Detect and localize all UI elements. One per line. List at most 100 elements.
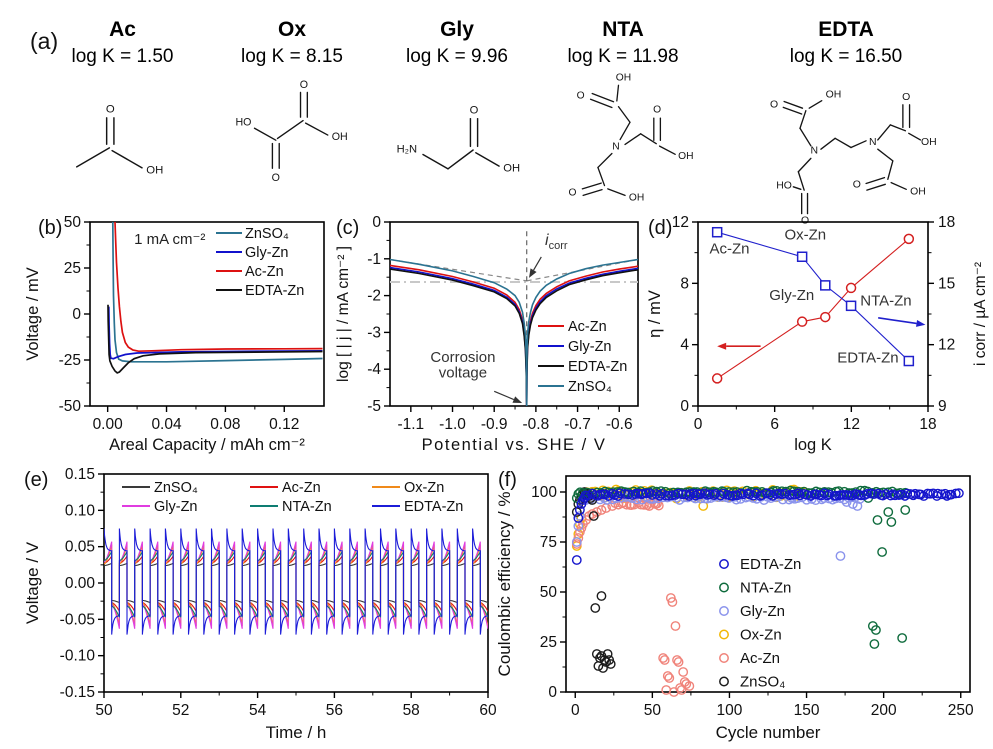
atom-label: O — [770, 99, 778, 110]
ac-structure-drawing: O OH — [75, 103, 163, 176]
svg-text:Voltage / V: Voltage / V — [23, 541, 42, 624]
coulombic-efficiency-plot: (f) 0 50 100 150 200 250 0 25 50 75 100 Cycle number… — [495, 469, 974, 742]
svg-text:log [ | j | / mA cm⁻² ]: log [ | j | / mA cm⁻² ] — [335, 246, 352, 382]
voltage-capacity-plot: (b) 0.00 0.04 0.08 0.12 -50 -25 0 25 50 Areal Capa… — [24, 214, 325, 454]
svg-text:8: 8 — [680, 275, 689, 292]
svg-text:(e): (e) — [24, 469, 48, 491]
svg-text:ZnSO₄: ZnSO₄ — [154, 480, 198, 496]
svg-text:Ox-Zn: Ox-Zn — [784, 227, 826, 244]
svg-text:NTA-Zn: NTA-Zn — [860, 293, 911, 310]
svg-text:52: 52 — [172, 702, 189, 719]
svg-text:Areal Capacity / mAh cm⁻²: Areal Capacity / mAh cm⁻² — [109, 436, 305, 454]
svg-text:icorr: icorr — [545, 232, 568, 252]
svg-text:0.00: 0.00 — [93, 416, 124, 433]
svg-text:0: 0 — [548, 684, 557, 701]
svg-text:(f): (f) — [498, 469, 517, 491]
atom-label: O — [105, 103, 114, 115]
svg-text:Corrosion: Corrosion — [430, 349, 495, 366]
svg-text:50: 50 — [644, 702, 662, 719]
panel-a: (a) Ac log K = 1.50 O OH Ox log K = 8.15… — [0, 6, 993, 227]
svg-text:-2: -2 — [367, 288, 381, 305]
panel-e-chart: (e) 50 52 54 56 58 60 -0.15 -0.10 -0.05 0.00 0.05 0.… — [20, 456, 512, 749]
svg-text:6: 6 — [770, 416, 779, 433]
svg-text:12: 12 — [672, 214, 689, 231]
atom-label: O — [853, 180, 861, 191]
svg-text:Gly-Zn: Gly-Zn — [568, 339, 612, 355]
svg-text:(b): (b) — [38, 217, 62, 239]
panel-c-chart: (c) -1.1 -1.0 -0.9 -0.8 -0.7 -0.6 -5 -4 -3 -2 -1 0 Po… — [334, 208, 650, 461]
panel-b-chart: (b) 0.00 0.04 0.08 0.12 -50 -25 0 25 50 Areal Capa… — [22, 208, 334, 461]
svg-text:0.15: 0.15 — [65, 466, 95, 483]
svg-text:-5: -5 — [367, 398, 381, 415]
svg-text:Potential vs. SHE / V: Potential vs. SHE / V — [422, 436, 607, 454]
svg-text:Ac-Zn: Ac-Zn — [740, 650, 780, 667]
svg-text:EDTA-Zn: EDTA-Zn — [568, 359, 627, 375]
svg-text:-0.05: -0.05 — [60, 611, 95, 628]
svg-text:Ac-Zn: Ac-Zn — [710, 240, 750, 257]
svg-text:Gly-Zn: Gly-Zn — [154, 499, 198, 515]
svg-text:54: 54 — [249, 702, 267, 719]
svg-text:ZnSO₄: ZnSO₄ — [740, 674, 785, 691]
svg-text:Ox-Zn: Ox-Zn — [740, 627, 782, 644]
svg-text:0.08: 0.08 — [210, 416, 240, 433]
svg-text:Gly-Zn: Gly-Zn — [245, 245, 289, 261]
svg-text:ZnSO₄: ZnSO₄ — [245, 226, 289, 242]
svg-text:1 mA cm⁻²: 1 mA cm⁻² — [134, 231, 205, 248]
svg-text:0.00: 0.00 — [65, 575, 96, 592]
atom-label: OH — [678, 151, 693, 162]
ligand-ac-name: Ac — [109, 18, 136, 41]
ligand-ox-logk: log K = 8.15 — [241, 46, 343, 67]
svg-text:Time / h: Time / h — [266, 723, 327, 742]
atom-label: OH — [826, 89, 842, 100]
svg-text:50: 50 — [64, 214, 82, 231]
eta-logk-plot: (d) 0 6 12 18 0 4 8 12 9 12 15 18 log K η / mV i corr /… — [646, 214, 989, 454]
ligand-ox: Ox log K = 8.15 HO O O OH — [212, 18, 372, 193]
ligand-nta-logk: log K = 11.98 — [567, 46, 679, 67]
svg-text:Coulombic efficiency / %: Coulombic efficiency / % — [495, 492, 514, 677]
atom-label: O — [568, 187, 576, 198]
ligand-edta: EDTA log K = 16.50 O OH O OH N N HO — [726, 18, 966, 227]
svg-text:58: 58 — [403, 702, 420, 719]
atom-label: OH — [503, 163, 520, 175]
svg-text:150: 150 — [794, 702, 820, 719]
ligand-edta-name: EDTA — [818, 18, 874, 41]
atom-label: N — [810, 145, 818, 156]
svg-text:9: 9 — [938, 398, 947, 415]
svg-text:EDTA-Zn: EDTA-Zn — [740, 556, 801, 573]
atom-label: OH — [910, 186, 926, 197]
svg-text:ZnSO₄: ZnSO₄ — [568, 379, 612, 395]
panel-f-chart: (f) 0 50 100 150 200 250 0 25 50 75 100 Cycle number… — [494, 456, 993, 749]
ligand-gly: Gly log K = 9.96 H₂N O OH — [372, 18, 542, 193]
svg-text:-0.15: -0.15 — [60, 684, 95, 701]
atom-label: OH — [332, 131, 348, 143]
svg-text:200: 200 — [871, 702, 897, 719]
svg-text:-0.6: -0.6 — [606, 416, 633, 433]
svg-text:(c): (c) — [336, 217, 359, 239]
atom-label: N — [612, 141, 619, 152]
atom-label: OH — [629, 192, 644, 203]
svg-text:4: 4 — [680, 337, 689, 354]
svg-text:NTA-Zn: NTA-Zn — [740, 580, 791, 597]
svg-text:60: 60 — [479, 702, 497, 719]
svg-text:0.12: 0.12 — [269, 416, 299, 433]
atom-label: OH — [146, 164, 163, 176]
svg-text:0.05: 0.05 — [65, 539, 95, 556]
svg-text:56: 56 — [326, 702, 343, 719]
svg-text:12: 12 — [843, 416, 860, 433]
atom-label: O — [801, 216, 809, 227]
svg-text:voltage: voltage — [439, 364, 487, 381]
svg-text:-50: -50 — [59, 398, 82, 415]
svg-text:NTA-Zn: NTA-Zn — [282, 499, 332, 515]
svg-text:Gly-Zn: Gly-Zn — [769, 287, 814, 304]
svg-text:25: 25 — [64, 260, 81, 277]
atom-label: O — [470, 104, 479, 116]
svg-text:0: 0 — [571, 702, 580, 719]
svg-text:12: 12 — [938, 337, 955, 354]
svg-text:-0.7: -0.7 — [564, 416, 591, 433]
svg-text:25: 25 — [540, 634, 557, 651]
ligand-gly-logk: log K = 9.96 — [406, 46, 508, 67]
svg-text:250: 250 — [948, 702, 974, 719]
svg-text:-1.1: -1.1 — [397, 416, 424, 433]
svg-text:0: 0 — [72, 306, 81, 323]
